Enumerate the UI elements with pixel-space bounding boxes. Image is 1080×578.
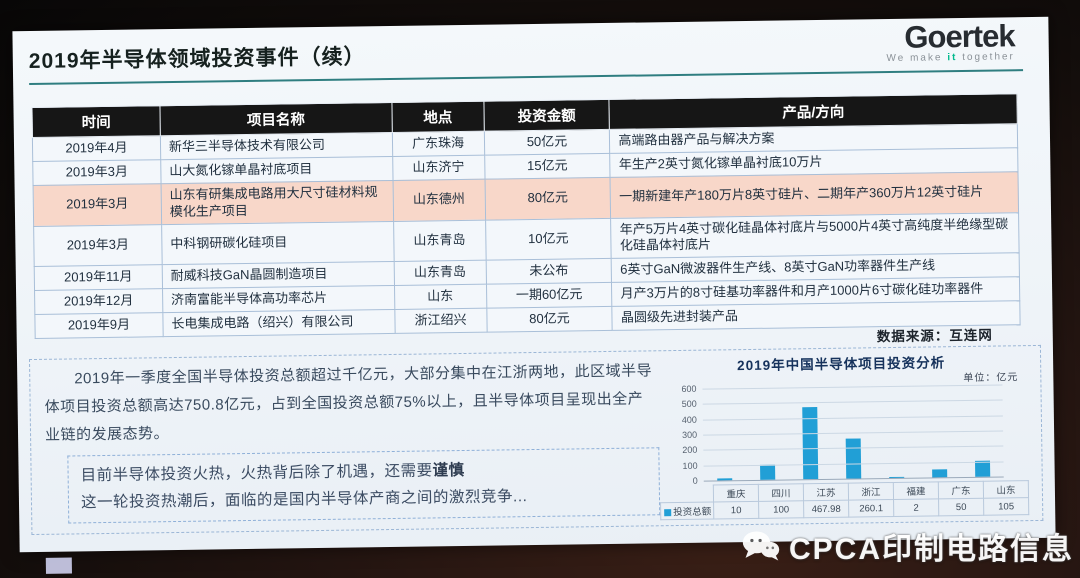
cell-time: 2019年11月 [34,265,163,291]
tagline-post: together [957,51,1015,64]
watermark: CPCA印制电路信息 [741,524,1074,568]
chart-category-cell: 重庆 [713,484,759,503]
chart-category-cell: 广东 [938,481,984,499]
cell-amount: 一期60亿元 [486,282,613,309]
investment-events-table: 时间 项目名称 地点 投资金额 产品/方向 2019年4月 新华三半导体技术有限公司 广东珠… [31,93,1021,339]
tagline-it: it [947,52,958,64]
cell-location: 山东青岛 [393,260,487,286]
cell-project: 长电集成电路（绍兴）有限公司 [162,309,395,337]
y-tick-label: 400 [681,414,697,425]
cell-time: 2019年3月 [33,183,162,227]
cell-project: 中科钢研碳化硅项目 [161,221,394,266]
y-tick-label: 300 [682,429,698,440]
photo-artifact-chip [45,557,72,574]
cell-time: 2019年9月 [34,312,164,339]
tagline-pre: We make [886,52,948,65]
cell-amount: 10亿元 [485,217,612,261]
chart-unit-label: 单位：亿元 [963,372,1019,385]
investment-table-body: 2019年4月 新华三半导体技术有限公司 广东珠海 50亿元 高端路由器产品与解决方案 2… [32,123,1021,339]
chart-value-cell: 100 [758,500,804,519]
cell-project: 山大氮化镓单晶衬底项目 [160,156,393,184]
cell-location: 山东德州 [392,178,486,222]
chart-value-cell: 2 [893,498,939,517]
investment-bar-chart: 2019年中国半导体项目投资分析 单位：亿元 600 500 400 300 200 10… [650,350,1034,520]
cell-location: 山东青岛 [393,219,486,262]
cell-location: 广东珠海 [392,131,485,157]
goertek-logo-wordmark: Goertek [904,18,1015,55]
wechat-icon [742,531,780,561]
bar [974,460,990,477]
cell-location: 浙江绍兴 [394,308,487,334]
cell-amount: 80亿元 [484,177,612,220]
cell-project: 新华三半导体技术有限公司 [160,132,393,160]
chart-value-cell: 50 [938,498,984,516]
data-source-note: 数据来源：互连网 [876,327,993,345]
cell-time: 2019年12月 [34,288,163,315]
y-tick-label: 500 [681,399,697,410]
chart-category-cell: 山东 [983,480,1029,499]
column-header: 投资金额 [483,99,610,132]
column-header: 时间 [31,105,161,138]
cell-time: 2019年3月 [33,224,163,267]
chart-data-table: 重庆 四川 江苏 浙江 福建 广东 山东 投资总额 10 100 467.98 260.1 2 50 10… [660,480,1029,520]
cell-project: 济南富能半导体高功率芯片 [162,285,395,313]
chart-category-cell: 浙江 [848,482,894,501]
chart-plot-area: 600 500 400 300 200 100 0 [681,384,1004,486]
legend-swatch [664,509,672,517]
cell-location: 山东济宁 [392,155,485,181]
chart-category-cell: 福建 [893,481,939,500]
analysis-section: 2019年一季度全国半导体投资总额超过千亿元，大部分集中在江浙两地，此区域半导体… [28,344,1044,536]
column-header: 项目名称 [159,102,393,136]
cell-project: 耐威科技GaN晶圆制造项目 [162,261,395,289]
watermark-text: CPCA印制电路信息 [788,533,1074,566]
chart-value-cell: 467.98 [803,500,849,518]
caution-note-box: 目前半导体投资火热，火热背后除了机遇，还需要谨慎 这一轮投资热潮后，面临的是国内… [67,447,661,524]
cell-amount: 未公布 [485,258,612,285]
y-tick-label: 600 [681,383,697,394]
cell-amount: 15亿元 [484,153,611,179]
cell-project: 山东有研集成电路用大尺寸硅材料规模化生产项目 [160,180,394,225]
cell-amount: 80亿元 [486,306,613,333]
column-header: 地点 [391,101,484,133]
cell-product: 一期新建年产180万片8英寸硅片、二期年产360万片12英寸硅片 [610,171,1019,218]
caution-line1-text: 目前半导体投资火热，火热背后除了机遇，还需要 [80,462,433,485]
bar [845,438,862,479]
chart-value-cell: 260.1 [848,499,894,518]
caution-line1-bold: 谨慎 [432,461,465,480]
chart-table-corner [660,485,713,503]
cell-location: 山东 [394,284,487,310]
summary-paragraph: 2019年一季度全国半导体投资总额超过千亿元，大部分集中在江浙两地，此区域半导体… [44,362,653,444]
goertek-logo: Goertek We make it together [886,18,1015,64]
bar [760,464,776,480]
cell-time: 2019年3月 [32,159,161,186]
y-tick-label: 200 [682,445,698,456]
cell-amount: 50亿元 [483,129,611,156]
page-title: 2019年半导体领域投资事件（续） [28,45,366,74]
chart-category-cell: 四川 [758,483,804,502]
y-tick-label: 100 [682,460,698,471]
presentation-slide: 2019年半导体领域投资事件（续） Goertek We make it tog… [12,16,1056,574]
chart-value-cell: 10 [713,501,759,520]
chart-value-cell: 105 [983,497,1029,516]
chart-category-cell: 江苏 [803,483,849,501]
cell-time: 2019年4月 [32,135,161,162]
goertek-tagline: We make it together [886,51,1015,64]
cell-product: 年产5万片4英寸碳化硅晶体衬底片与5000片4英寸高纯度半绝缘型碳化硅晶体衬底片 [611,212,1020,259]
chart-legend-cell: 投资总额 [660,502,714,520]
